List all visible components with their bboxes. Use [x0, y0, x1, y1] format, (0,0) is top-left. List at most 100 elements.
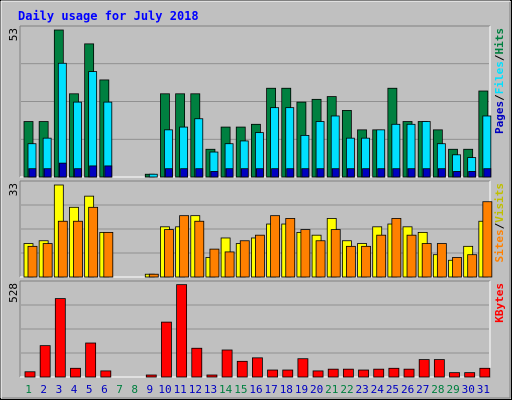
- day-label-18: 18: [280, 383, 293, 396]
- bar-sites-day-2: [42, 243, 53, 278]
- bar-kbytes-day-23: [358, 369, 369, 378]
- day-label-14: 14: [219, 383, 233, 396]
- bar-kbytes-day-9: [145, 374, 157, 378]
- bar-kbytes-day-26: [403, 368, 415, 378]
- bar-pages-day-1: [28, 168, 37, 178]
- bar-sites-day-27: [421, 243, 432, 278]
- bar-files-day-4: [73, 101, 82, 178]
- bar-kbytes-day-1: [24, 371, 36, 378]
- bar-kbytes-day-13: [206, 374, 218, 378]
- bar-kbytes-day-29: [449, 372, 460, 378]
- bar-pages-day-23: [362, 168, 370, 178]
- bar-pages-day-2: [43, 168, 52, 178]
- day-label-16: 16: [249, 383, 262, 396]
- bar-files-day-5: [88, 71, 98, 178]
- chart-title: Daily usage for July 2018: [18, 9, 199, 23]
- bar-kbytes-day-25: [388, 367, 400, 378]
- bar-sites-day-4: [73, 220, 83, 278]
- day-label-20: 20: [310, 383, 323, 396]
- bar-sites-day-29: [452, 257, 462, 278]
- bar-pages-day-31: [483, 168, 492, 178]
- bar-kbytes-day-22: [342, 368, 354, 378]
- bar-pages-day-24: [377, 168, 386, 178]
- bar-files-day-3: [57, 62, 67, 178]
- bar-sites-day-5: [88, 206, 99, 278]
- panel-2: 528 KBytes: [7, 280, 506, 378]
- bar-kbytes-day-5: [85, 342, 97, 378]
- bar-pages-day-27: [422, 168, 431, 178]
- day-label-6: 6: [101, 383, 108, 396]
- bar-sites-day-19: [300, 229, 311, 278]
- y-max-label: 528: [7, 283, 20, 303]
- bar-files-day-21: [330, 115, 340, 178]
- day-label-9: 9: [147, 383, 154, 396]
- bar-kbytes-day-19: [297, 358, 309, 378]
- bar-kbytes-day-3: [54, 298, 66, 378]
- bar-files-day-9: [148, 173, 158, 178]
- series-legend-label: Pages/Files/Hits: [493, 28, 506, 134]
- bar-sites-day-3: [57, 220, 68, 278]
- bar-pages-day-10: [165, 168, 173, 178]
- day-label-11: 11: [174, 383, 187, 396]
- y-max-label: 33: [7, 183, 20, 196]
- legend-part: Hits: [493, 28, 506, 55]
- bar-kbytes-day-31: [479, 367, 491, 378]
- day-label-13: 13: [204, 383, 217, 396]
- bar-sites-day-20: [315, 240, 326, 278]
- bar-sites-day-16: [255, 234, 265, 278]
- bar-kbytes-day-28: [433, 359, 445, 378]
- bar-pages-day-19: [301, 168, 310, 178]
- bar-sites-day-17: [270, 215, 280, 278]
- bar-kbytes-day-21: [327, 368, 339, 378]
- bar-pages-day-29: [453, 171, 461, 178]
- bar-kbytes-day-27: [418, 359, 430, 378]
- bar-kbytes-day-14: [221, 349, 233, 378]
- bar-sites-day-9: [148, 273, 159, 278]
- bar-pages-day-21: [331, 168, 340, 178]
- day-label-1: 1: [25, 383, 32, 396]
- bar-kbytes-day-24: [373, 368, 385, 378]
- day-label-17: 17: [265, 383, 278, 396]
- bar-pages-day-18: [286, 168, 295, 178]
- bar-sites-day-13: [209, 248, 220, 278]
- bar-pages-day-26: [407, 168, 416, 178]
- bar-sites-day-21: [330, 229, 341, 278]
- day-label-5: 5: [86, 383, 93, 396]
- day-label-24: 24: [371, 383, 385, 396]
- bar-kbytes-day-6: [100, 370, 112, 378]
- legend-part: /: [493, 54, 506, 61]
- bar-files-day-17: [270, 107, 279, 178]
- bar-sites-day-18: [285, 218, 296, 278]
- bar-sites-day-28: [436, 243, 447, 278]
- bar-kbytes-day-17: [267, 369, 278, 378]
- bar-sites-day-10: [164, 229, 174, 278]
- bar-kbytes-day-4: [70, 367, 81, 378]
- legend-part: Files: [493, 61, 506, 94]
- legend-part: KBytes: [493, 283, 506, 323]
- day-label-3: 3: [56, 383, 63, 396]
- bar-pages-day-28: [437, 168, 446, 178]
- legend-part: /: [493, 222, 506, 229]
- bar-kbytes-day-15: [236, 360, 248, 378]
- bar-pages-day-13: [210, 171, 219, 178]
- bar-sites-day-24: [376, 234, 387, 278]
- day-label-4: 4: [71, 383, 78, 396]
- bar-pages-day-30: [468, 171, 477, 178]
- day-label-15: 15: [234, 383, 247, 396]
- bar-kbytes-day-12: [191, 347, 203, 378]
- series-legend-label: Sites/Visits: [493, 183, 506, 263]
- bar-sites-day-1: [27, 245, 38, 278]
- day-label-25: 25: [386, 383, 399, 396]
- bar-pages-day-11: [180, 168, 189, 178]
- bar-pages-day-25: [392, 168, 401, 178]
- legend-part: Pages: [493, 101, 506, 134]
- bar-kbytes-day-30: [464, 372, 476, 378]
- bar-pages-day-15: [240, 168, 249, 178]
- bar-sites-day-12: [194, 220, 205, 278]
- bar-sites-day-15: [239, 240, 250, 278]
- y-max-label: 53: [7, 28, 20, 41]
